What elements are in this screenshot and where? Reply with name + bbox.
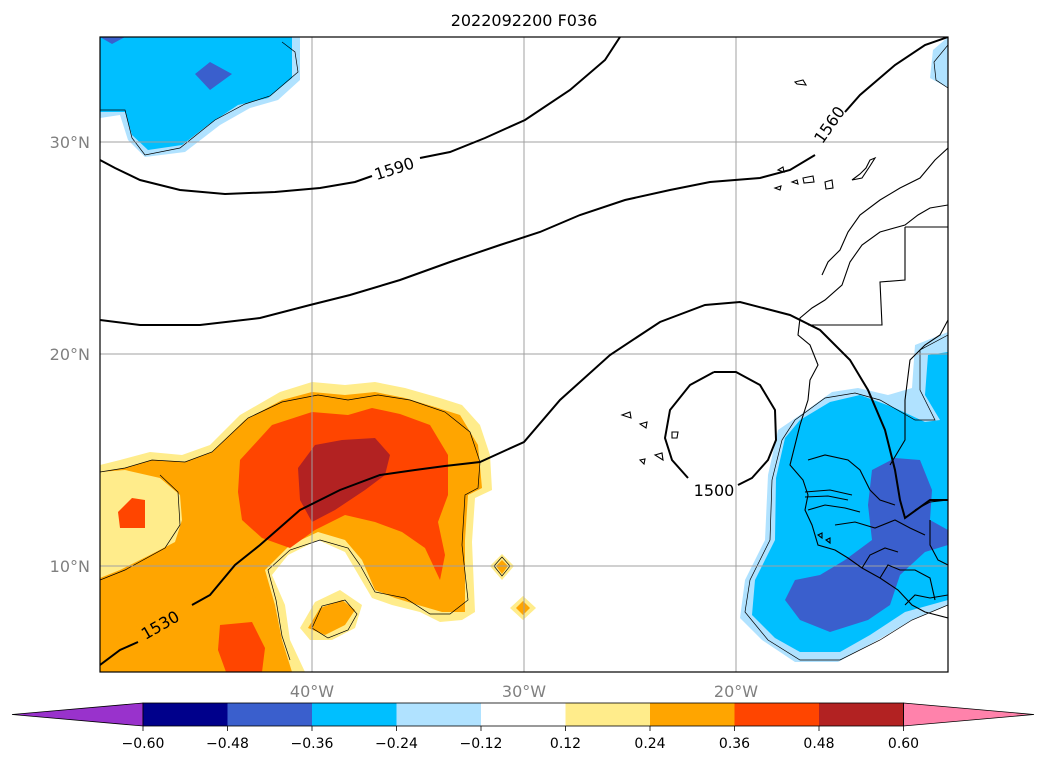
island-canary-6 <box>776 166 785 173</box>
colorbar-segment <box>650 703 735 726</box>
anomaly-outline-left <box>100 474 181 581</box>
colorbar-segment <box>227 703 313 726</box>
border-mali <box>889 319 948 466</box>
contour-1590 <box>100 37 621 196</box>
coastline-north-africa <box>821 147 948 276</box>
anomaly-region-left-red <box>118 498 145 528</box>
island-cape-verde-4 <box>653 452 664 462</box>
height-contours <box>100 37 948 666</box>
coastlines <box>789 147 948 619</box>
map-title: 2022092200 F036 <box>451 11 598 30</box>
border-ivory-coast <box>929 520 948 566</box>
border-sierra-leone <box>861 547 899 569</box>
colorbar: −0.60 −0.48 −0.36 −0.24 −0.12 0.12 0.24 0.36 0.4… <box>11 702 1035 752</box>
colorbar-tick-label: −0.36 <box>291 736 334 752</box>
map-frame <box>99 36 949 673</box>
anomaly-outline-small-a <box>311 599 358 639</box>
anomaly-region-nw-blue <box>195 62 232 90</box>
anomaly-outline-africa <box>744 334 948 661</box>
anomaly-outline-ne <box>933 44 948 89</box>
anomaly-outline-layer <box>100 41 948 661</box>
colorbar-outline <box>142 702 904 727</box>
lon-label-30w: 30°W <box>502 682 546 701</box>
island-madeira <box>793 79 808 86</box>
colorbar-tick-label: 0.60 <box>888 736 919 752</box>
anomaly-region-small-a-orange <box>308 600 355 635</box>
colorbar-tick-label: −0.60 <box>122 736 165 752</box>
colorbar-tick-label: 0.24 <box>634 736 665 752</box>
anomaly-region-small-b-orange <box>496 560 508 574</box>
contour-1530 <box>100 300 948 666</box>
colorbar-segment <box>396 703 482 726</box>
island-canary-2 <box>790 179 799 185</box>
border-gambia <box>804 489 853 501</box>
colorbar-extend-low <box>11 702 144 727</box>
contour-1500 <box>663 371 778 486</box>
gridlines <box>100 37 948 672</box>
colorbar-segment <box>312 703 397 726</box>
island-cape-verde-1 <box>620 411 632 419</box>
colorbar-extend-high <box>903 702 1035 727</box>
colorbar-tick-label: 0.12 <box>550 736 581 752</box>
colorbar-tick-label: 0.48 <box>803 736 834 752</box>
island-cape-verde-5 <box>638 458 646 466</box>
anomaly-region-central-darkred <box>298 438 390 522</box>
lat-label-30n: 30°N <box>50 133 90 152</box>
border-guinea-bissau <box>807 504 861 513</box>
island-canary-1 <box>773 185 782 191</box>
colorbar-tick-label: 0.36 <box>719 736 750 752</box>
island-cape-verde-2 <box>638 421 648 429</box>
coastline-west-africa <box>789 204 948 619</box>
anomaly-region-nw-cyan <box>100 37 292 150</box>
island-canary-3 <box>802 175 815 184</box>
colorbar-segment <box>143 703 228 726</box>
contour-label-1500: 1500 <box>694 481 735 500</box>
lon-label-20w: 20°W <box>714 682 758 701</box>
colorbar-tick-label: −0.24 <box>375 736 418 752</box>
anomaly-region-nw-corner-blue <box>100 37 125 44</box>
island-bissagos <box>816 532 831 545</box>
anomaly-region-africa-blue <box>785 458 948 632</box>
colorbar-segment <box>565 703 651 726</box>
colorbar-segment <box>734 703 820 726</box>
anomaly-region-ne-light <box>930 37 948 88</box>
island-canary-5 <box>851 156 877 181</box>
anomaly-outline-nw <box>100 41 299 156</box>
island-cape-verde-3 <box>671 431 679 439</box>
lon-label-40w: 40°W <box>290 682 334 701</box>
lat-label-10n: 10°N <box>50 557 90 576</box>
border-senegal <box>807 454 896 506</box>
border-liberia <box>879 564 936 601</box>
anomaly-region-sw-red <box>218 622 265 672</box>
border-guinea <box>834 519 926 536</box>
contour-outer <box>100 37 948 326</box>
lat-label-20n: 20°N <box>50 345 90 364</box>
anomaly-region-small-c-orange <box>516 601 530 615</box>
coastline-gulf-guinea <box>904 594 948 606</box>
colorbar-tick-label: −0.48 <box>206 736 249 752</box>
colorbar-tick-label: −0.12 <box>460 736 503 752</box>
colorbar-segment <box>819 703 904 726</box>
colorbar-segment <box>481 703 566 726</box>
anomaly-outline-central <box>100 394 481 661</box>
island-canary-4 <box>824 179 834 190</box>
islands <box>620 79 877 545</box>
border-mauritania-north <box>808 227 906 326</box>
map-area <box>100 37 948 672</box>
filled-anomaly-layer <box>100 37 948 672</box>
